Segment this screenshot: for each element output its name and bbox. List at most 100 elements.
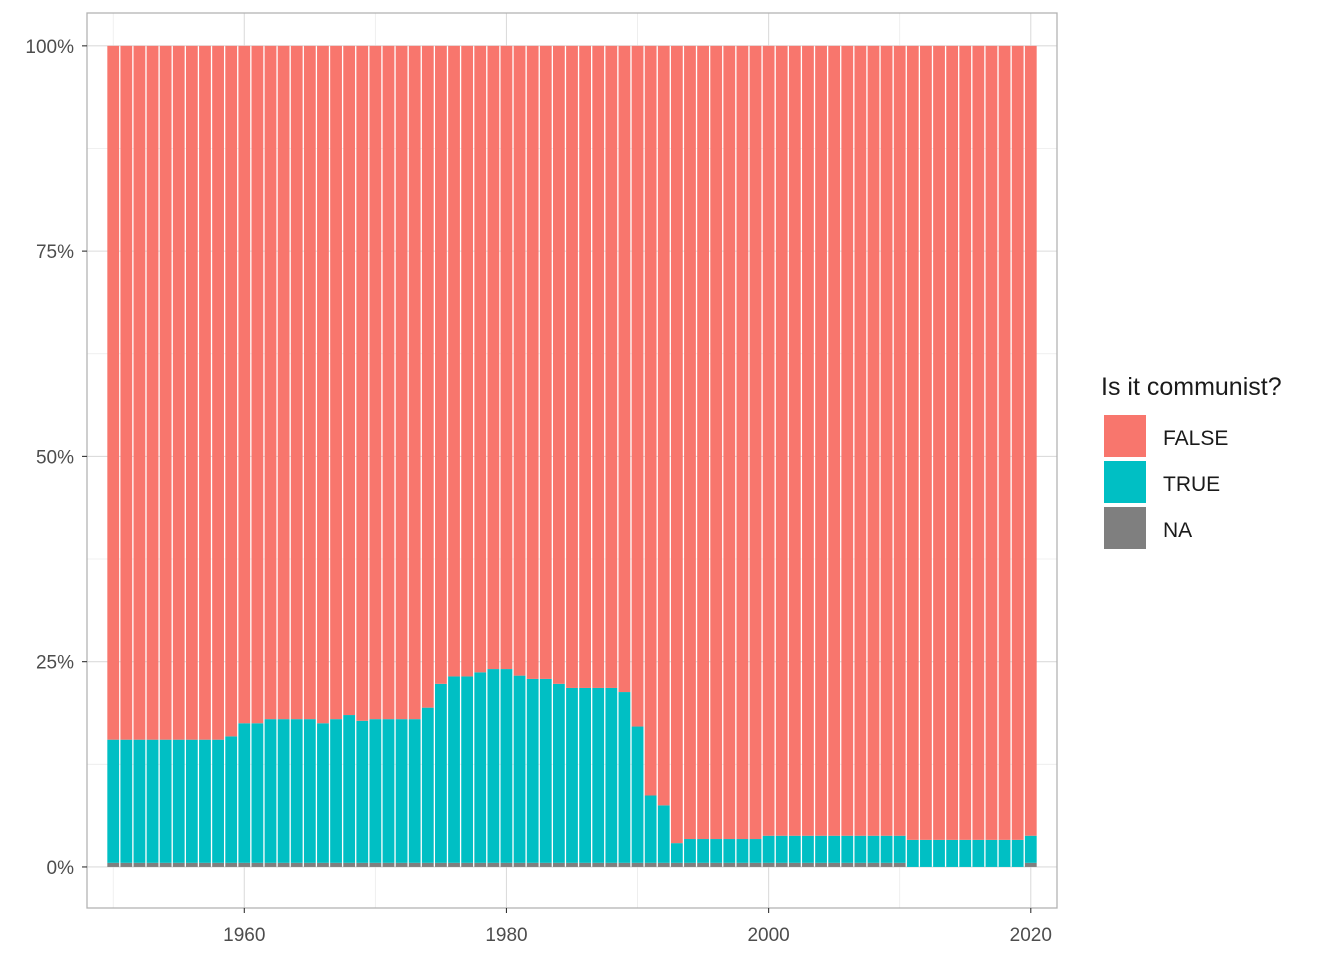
bar-na-1957 — [199, 862, 211, 867]
bar-false-1970 — [369, 45, 382, 720]
bar-true-2003 — [802, 835, 814, 863]
bar-true-1981 — [513, 675, 526, 863]
bar-na-1993 — [670, 862, 683, 867]
bar-false-1964 — [290, 45, 303, 720]
bar-false-1995 — [697, 45, 709, 840]
bar-false-1989 — [618, 45, 631, 693]
bar-na-2008 — [867, 862, 880, 867]
bar-false-1952 — [133, 45, 146, 740]
bar-na-1965 — [303, 862, 316, 867]
bar-true-2018 — [998, 839, 1011, 867]
bar-false-1958 — [212, 45, 224, 740]
legend-label-false: FALSE — [1163, 427, 1228, 450]
bar-true-1950 — [107, 739, 120, 863]
bar-na-1975 — [435, 862, 447, 867]
bar-true-1997 — [723, 839, 736, 863]
bar-na-1953 — [146, 862, 159, 867]
bar-false-1960 — [238, 45, 251, 724]
bar-true-1990 — [631, 726, 644, 863]
bar-na-1995 — [697, 862, 709, 867]
bar-na-1999 — [749, 862, 762, 867]
bar-true-1984 — [552, 683, 565, 863]
bar-false-1976 — [448, 45, 460, 677]
bar-false-2014 — [946, 45, 959, 840]
bar-true-1989 — [618, 692, 631, 863]
bar-false-2019 — [1011, 45, 1024, 840]
x-tick-label: 2020 — [1010, 925, 1052, 946]
bar-false-2004 — [815, 45, 827, 836]
bar-na-1986 — [579, 862, 592, 867]
bar-true-1999 — [749, 839, 762, 863]
legend: Is it communist? FALSE TRUE NA — [1101, 373, 1282, 549]
bar-na-1988 — [605, 862, 618, 867]
bar-na-1981 — [513, 862, 526, 867]
bar-na-1998 — [736, 862, 749, 867]
bar-na-1972 — [395, 862, 408, 867]
bar-na-1982 — [526, 862, 539, 867]
bar-false-1996 — [710, 45, 723, 840]
bar-true-1968 — [343, 715, 356, 863]
bar-true-1980 — [500, 669, 513, 863]
bar-true-2001 — [775, 835, 788, 863]
bar-true-2012 — [920, 839, 932, 867]
bar-na-1959 — [225, 862, 238, 867]
bar-false-1962 — [264, 45, 277, 720]
bar-na-2006 — [841, 862, 854, 867]
x-tick-label: 1980 — [485, 925, 527, 946]
bar-false-1977 — [461, 45, 474, 677]
bar-true-2010 — [893, 835, 906, 863]
bar-true-1953 — [146, 739, 159, 863]
bar-true-2008 — [867, 835, 880, 863]
bar-true-1994 — [684, 839, 696, 863]
bar-false-1968 — [343, 45, 356, 716]
legend-title: Is it communist? — [1101, 373, 1282, 401]
bar-na-2007 — [854, 862, 867, 867]
bar-na-1996 — [710, 862, 723, 867]
bar-na-1997 — [723, 862, 736, 867]
y-tick-label: 75% — [36, 242, 74, 263]
bar-false-1985 — [566, 45, 578, 688]
x-tick-label: 1960 — [223, 925, 265, 946]
bar-na-1950 — [107, 862, 120, 867]
bar-true-2017 — [985, 839, 998, 867]
bar-true-2002 — [788, 835, 801, 863]
bar-false-1993 — [670, 45, 683, 844]
bar-false-1982 — [526, 45, 539, 679]
bar-na-1990 — [631, 862, 644, 867]
bar-false-1991 — [644, 45, 657, 796]
legend-label-na: NA — [1163, 519, 1192, 542]
bar-true-1985 — [566, 687, 578, 863]
bar-true-2004 — [815, 835, 827, 863]
bar-na-1952 — [133, 862, 146, 867]
bar-true-2019 — [1011, 839, 1024, 867]
bar-false-1951 — [120, 45, 133, 740]
bar-true-1975 — [435, 683, 447, 863]
bar-true-1978 — [474, 672, 487, 863]
bar-na-2003 — [802, 862, 814, 867]
bar-false-2013 — [933, 45, 945, 840]
bar-na-1969 — [356, 862, 369, 867]
bar-na-1989 — [618, 862, 631, 867]
bar-na-1971 — [382, 862, 395, 867]
bar-na-1985 — [566, 862, 578, 867]
bar-na-1951 — [120, 862, 133, 867]
legend-label-true: TRUE — [1163, 473, 1220, 496]
bar-true-1970 — [369, 719, 382, 863]
bar-false-2010 — [893, 45, 906, 836]
bar-na-2000 — [762, 862, 775, 867]
bar-true-1959 — [225, 736, 238, 863]
bar-true-2015 — [959, 839, 972, 867]
bar-false-2007 — [854, 45, 867, 836]
bar-false-1981 — [513, 45, 526, 676]
bar-true-1965 — [303, 719, 316, 863]
bar-na-1963 — [277, 862, 290, 867]
bar-false-2020 — [1024, 45, 1037, 836]
bar-false-1961 — [251, 45, 264, 724]
bar-false-1973 — [408, 45, 421, 720]
y-tick-label: 0% — [47, 858, 75, 879]
y-axis: 0% 25% 50% 75% 100% — [25, 37, 87, 879]
bar-true-2016 — [972, 839, 985, 867]
bar-na-1994 — [684, 862, 696, 867]
bar-false-1974 — [421, 45, 434, 708]
bar-true-2011 — [906, 839, 919, 867]
